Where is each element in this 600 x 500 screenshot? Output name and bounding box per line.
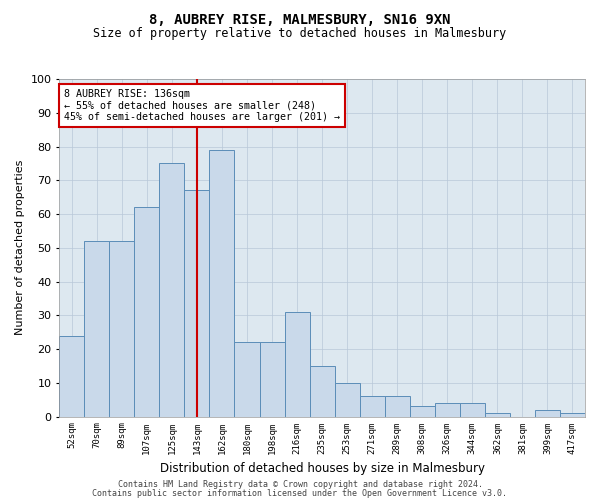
- Text: Contains HM Land Registry data © Crown copyright and database right 2024.: Contains HM Land Registry data © Crown c…: [118, 480, 482, 489]
- Bar: [134, 208, 160, 416]
- Bar: [410, 406, 435, 416]
- Y-axis label: Number of detached properties: Number of detached properties: [15, 160, 25, 336]
- Bar: [209, 150, 235, 416]
- Text: 8, AUBREY RISE, MALMESBURY, SN16 9XN: 8, AUBREY RISE, MALMESBURY, SN16 9XN: [149, 12, 451, 26]
- Bar: [109, 241, 134, 416]
- Bar: [235, 342, 260, 416]
- Bar: [284, 312, 310, 416]
- Text: Contains public sector information licensed under the Open Government Licence v3: Contains public sector information licen…: [92, 488, 508, 498]
- Bar: [335, 383, 359, 416]
- Bar: [310, 366, 335, 416]
- Bar: [160, 164, 184, 416]
- Bar: [535, 410, 560, 416]
- Bar: [59, 336, 84, 416]
- Bar: [385, 396, 410, 416]
- Bar: [460, 403, 485, 416]
- Bar: [260, 342, 284, 416]
- Text: 8 AUBREY RISE: 136sqm
← 55% of detached houses are smaller (248)
45% of semi-det: 8 AUBREY RISE: 136sqm ← 55% of detached …: [64, 89, 340, 122]
- X-axis label: Distribution of detached houses by size in Malmesbury: Distribution of detached houses by size …: [160, 462, 485, 475]
- Bar: [435, 403, 460, 416]
- Bar: [184, 190, 209, 416]
- Bar: [84, 241, 109, 416]
- Text: Size of property relative to detached houses in Malmesbury: Size of property relative to detached ho…: [94, 28, 506, 40]
- Bar: [359, 396, 385, 416]
- Bar: [485, 413, 510, 416]
- Bar: [560, 413, 585, 416]
